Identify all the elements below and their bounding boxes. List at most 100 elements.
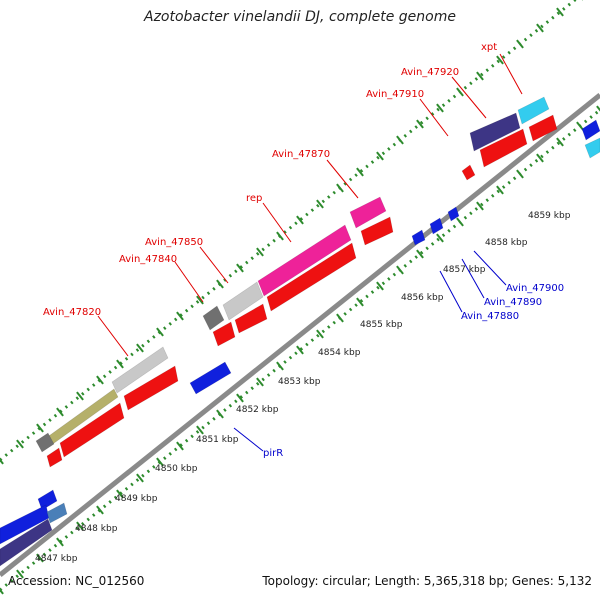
major-tick — [0, 458, 4, 465]
major-tick — [376, 151, 384, 161]
major-tick — [396, 265, 404, 275]
major-tick — [56, 537, 64, 547]
reverse-gene-labels: Avin_47900 Avin_47890 Avin_47880 pirR — [263, 283, 564, 459]
cds-reverse[interactable] — [447, 206, 460, 222]
gene-label-avin-47820[interactable]: Avin_47820 — [43, 307, 101, 318]
cds-reverse[interactable] — [429, 217, 444, 235]
leader-line — [439, 270, 463, 313]
major-tick — [216, 409, 224, 419]
cds-forward[interactable] — [234, 303, 268, 334]
major-tick — [356, 297, 364, 307]
gene-label-avin-47850[interactable]: Avin_47850 — [145, 237, 203, 248]
gene-feature-pink[interactable] — [349, 196, 387, 229]
cds-reverse[interactable] — [189, 361, 232, 395]
gene-label-rep[interactable]: rep — [246, 193, 262, 204]
tick-label: 4848 kbp — [75, 524, 118, 534]
leader-line — [97, 315, 129, 357]
major-tick — [36, 423, 44, 433]
cds-reverse[interactable] — [37, 489, 58, 511]
cds-reverse[interactable] — [581, 119, 600, 141]
gene-label-avin-47880[interactable]: Avin_47880 — [461, 311, 519, 322]
gene-label-avin-47890[interactable]: Avin_47890 — [484, 297, 542, 308]
cds-forward[interactable] — [46, 447, 63, 468]
cds-forward[interactable] — [528, 114, 558, 142]
cds-forward[interactable] — [123, 365, 179, 411]
forward-gene-labels: xpt Avin_47920 Avin_47910 Avin_47870 rep… — [43, 42, 497, 318]
major-tick — [516, 39, 524, 49]
major-tick — [116, 489, 124, 499]
map-title: Azotobacter vinelandii DJ, complete geno… — [144, 9, 456, 25]
major-tick — [76, 521, 84, 531]
major-tick — [456, 217, 464, 227]
major-tick — [336, 313, 344, 323]
tick-label: 4851 kbp — [196, 435, 239, 445]
major-tick — [296, 345, 304, 355]
major-tick — [436, 233, 444, 243]
gene-feature-gray-light[interactable] — [111, 346, 169, 394]
tick-label: 4854 kbp — [318, 348, 361, 358]
genome-stats-text: Topology: circular; Length: 5,365,318 bp… — [262, 574, 592, 588]
major-tick — [256, 247, 264, 257]
major-tick — [476, 201, 484, 211]
gene-label-avin-47870[interactable]: Avin_47870 — [272, 149, 330, 160]
major-tick — [476, 71, 484, 81]
gene-label-avin-47840[interactable]: Avin_47840 — [119, 254, 177, 265]
cds-reverse[interactable] — [411, 229, 426, 246]
major-tick — [576, 121, 584, 131]
major-tick — [136, 343, 144, 353]
major-tick — [176, 441, 184, 451]
major-tick — [496, 55, 504, 65]
cds-forward[interactable] — [212, 321, 236, 347]
gene-feature-navy[interactable] — [469, 112, 521, 152]
major-tick — [0, 588, 4, 595]
major-tick — [196, 425, 204, 435]
cds-forward[interactable] — [479, 128, 528, 168]
tick-label: 4858 kbp — [485, 238, 528, 248]
gene-feature-gray-dark[interactable] — [35, 432, 55, 453]
accession-text: Accession: NC_012560 — [8, 574, 145, 588]
gene-feature-pink[interactable] — [257, 224, 352, 297]
major-tick — [416, 249, 424, 259]
gene-features — [0, 96, 600, 567]
major-tick — [196, 295, 204, 305]
gene-label-avin-47920[interactable]: Avin_47920 — [401, 67, 459, 78]
major-tick — [396, 135, 404, 145]
tick-label: 4856 kbp — [401, 293, 444, 303]
gene-feature-gray-light[interactable] — [222, 281, 264, 321]
outer-tick-track — [0, 0, 578, 462]
major-tick — [156, 327, 164, 337]
tick-label: 4857 kbp — [443, 265, 486, 275]
gene-label-avin-47900[interactable]: Avin_47900 — [506, 283, 564, 294]
major-tick — [136, 473, 144, 483]
major-tick — [36, 553, 44, 563]
leader-line — [451, 76, 487, 119]
inner-major-ticks — [0, 105, 600, 595]
gene-feature-cyan[interactable] — [517, 96, 550, 125]
cds-forward[interactable] — [360, 216, 394, 246]
major-tick — [256, 377, 264, 387]
cds-forward[interactable] — [59, 402, 125, 458]
major-tick — [356, 167, 364, 177]
major-tick — [376, 281, 384, 291]
leader-line — [262, 202, 292, 243]
gene-feature-gray-dark[interactable] — [202, 305, 225, 331]
major-tick — [596, 105, 600, 112]
leader-line — [199, 246, 229, 284]
cds-forward[interactable] — [266, 242, 357, 312]
tick-label: 4849 kbp — [115, 494, 158, 504]
major-tick — [176, 311, 184, 321]
leader-line — [461, 258, 485, 299]
gene-label-avin-47910[interactable]: Avin_47910 — [366, 89, 424, 100]
gene-feature-cyan[interactable] — [584, 137, 600, 159]
major-tick — [336, 183, 344, 193]
leader-line — [473, 250, 507, 286]
outer-major-ticks — [0, 0, 584, 465]
tick-label: 4853 kbp — [278, 377, 321, 387]
leader-line — [326, 159, 359, 199]
gene-feature-steel[interactable] — [46, 502, 68, 524]
gene-label-pirr[interactable]: pirR — [263, 448, 283, 459]
gene-feature-navy[interactable] — [0, 518, 53, 567]
gene-label-xpt[interactable]: xpt — [481, 42, 497, 53]
cds-forward[interactable] — [461, 164, 476, 181]
